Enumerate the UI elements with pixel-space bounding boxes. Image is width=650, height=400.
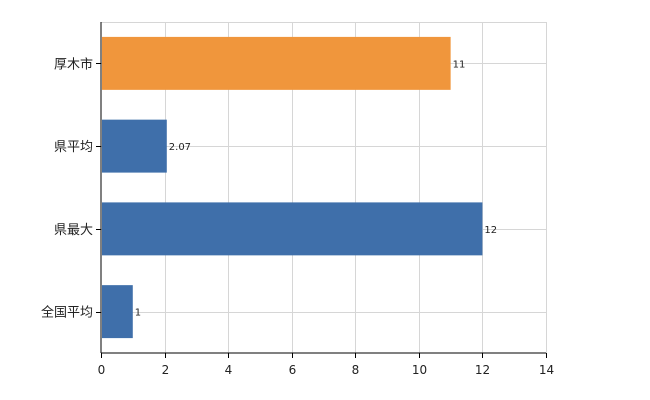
x-tick-label: 10	[412, 363, 427, 377]
y-category-label: 県最大	[54, 223, 93, 238]
axes	[100, 22, 546, 354]
y-category-label: 厚木市	[54, 56, 93, 72]
bar	[102, 285, 133, 339]
x-tick-label: 14	[539, 363, 554, 377]
y-category-label: 県平均	[54, 140, 93, 155]
bar-value-label: 2.07	[169, 142, 191, 153]
x-tick-label: 6	[289, 363, 297, 377]
y-category-label: 全国平均	[41, 305, 93, 321]
bar	[102, 119, 167, 173]
x-axis-ticks: 0 2 4 6 8 10 12 14	[98, 353, 554, 377]
x-tick-label: 2	[162, 363, 170, 377]
bar	[102, 202, 483, 256]
bars	[102, 36, 483, 339]
bar-value-label: 12	[484, 225, 497, 236]
data-labels: 11 2.07 12 1	[135, 59, 497, 318]
x-tick-label: 8	[352, 363, 360, 377]
bar-value-label: 1	[135, 308, 141, 319]
x-tick-label: 4	[225, 363, 233, 377]
bar	[102, 36, 451, 90]
x-tick-label: 12	[475, 363, 490, 377]
bar-value-label: 11	[453, 59, 466, 70]
x-tick-label: 0	[98, 363, 106, 377]
